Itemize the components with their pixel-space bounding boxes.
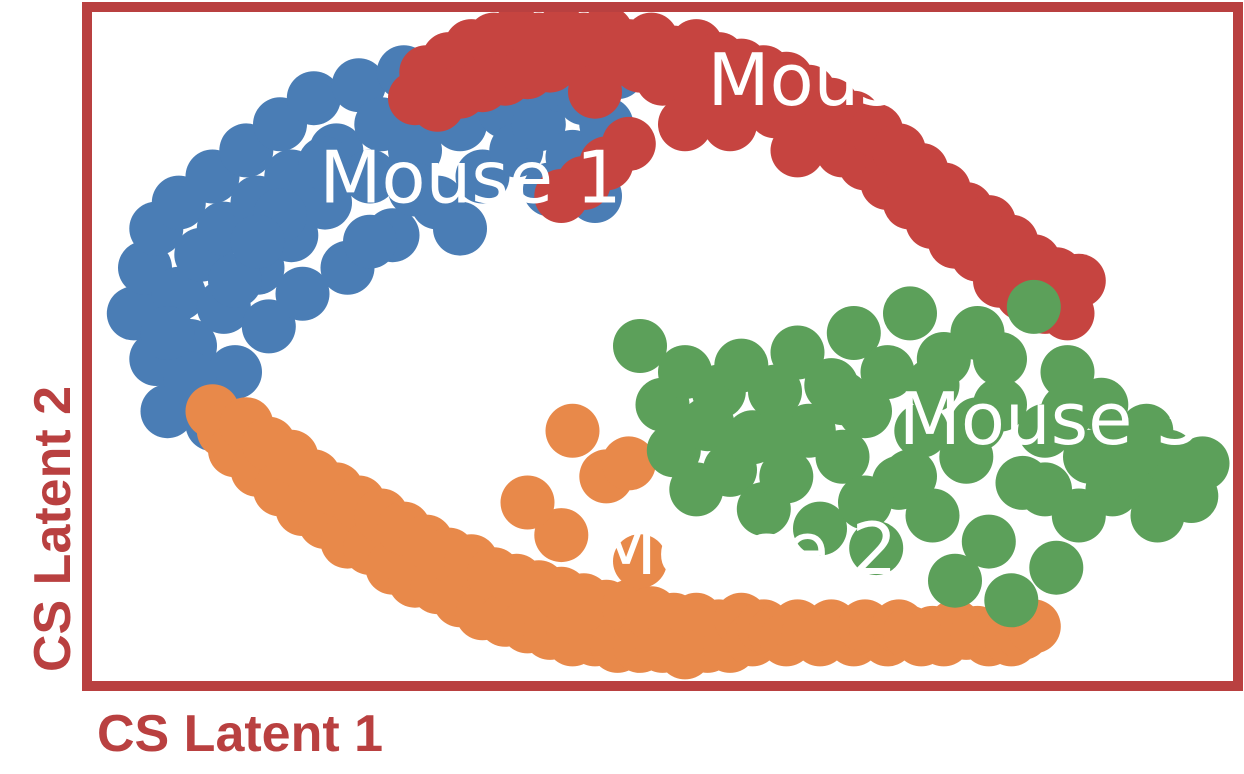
y-axis-label: CS Latent 2: [24, 386, 82, 672]
point-mouse-2: [534, 508, 589, 563]
point-mouse-4: [658, 97, 712, 152]
point-mouse-1: [343, 149, 397, 204]
point-mouse-3: [1018, 462, 1072, 517]
series-mouse-4: [388, 6, 1106, 341]
point-mouse-3: [826, 306, 881, 360]
point-mouse-3: [928, 553, 982, 608]
point-mouse-1: [208, 253, 262, 308]
point-mouse-3: [984, 573, 1039, 628]
point-mouse-3: [1175, 436, 1230, 491]
point-mouse-1: [298, 136, 352, 191]
point-mouse-1: [331, 58, 386, 113]
plot-frame: [82, 2, 1243, 691]
point-mouse-3: [815, 371, 870, 426]
point-mouse-1: [298, 175, 352, 230]
point-mouse-3: [613, 319, 667, 373]
series-mouse-3: [613, 279, 1230, 628]
label-mouse-1: Mouse 1: [319, 136, 621, 220]
label-mouse-3: Mouse 3: [899, 377, 1201, 461]
point-mouse-3: [1029, 540, 1084, 595]
point-mouse-1: [208, 345, 262, 400]
point-mouse-3: [1006, 279, 1061, 334]
point-mouse-3: [961, 514, 1016, 569]
point-mouse-3: [905, 358, 960, 413]
point-mouse-3: [748, 410, 802, 465]
point-mouse-3: [905, 488, 960, 543]
point-mouse-2: [601, 436, 656, 491]
point-mouse-3: [815, 429, 870, 484]
point-mouse-3: [950, 397, 1005, 452]
point-mouse-4: [601, 116, 656, 171]
point-mouse-3: [860, 345, 915, 400]
point-mouse-3: [1108, 423, 1162, 478]
point-mouse-1: [511, 97, 566, 152]
point-mouse-1: [388, 162, 442, 217]
point-mouse-3: [849, 521, 904, 576]
point-mouse-1: [230, 214, 285, 269]
point-mouse-1: [241, 299, 296, 354]
point-mouse-1: [388, 123, 442, 178]
point-mouse-4: [568, 64, 622, 119]
point-mouse-1: [343, 214, 397, 269]
point-mouse-3: [793, 501, 847, 556]
point-mouse-3: [883, 449, 937, 504]
point-mouse-3: [894, 403, 949, 458]
label-mouse-2: Mouse 2: [595, 507, 897, 591]
point-mouse-4: [1051, 253, 1106, 308]
point-mouse-3: [770, 325, 825, 380]
point-mouse-1: [433, 201, 487, 256]
point-mouse-1: [140, 306, 195, 360]
point-mouse-2: [545, 403, 600, 458]
x-axis-label: CS Latent 1: [97, 705, 383, 763]
point-mouse-4: [703, 97, 757, 152]
point-mouse-3: [883, 286, 937, 341]
point-mouse-3: [1040, 384, 1095, 439]
point-mouse-3: [1040, 345, 1095, 400]
point-mouse-3: [973, 332, 1027, 386]
point-mouse-2: [613, 534, 667, 589]
point-mouse-4: [770, 123, 825, 178]
point-mouse-3: [748, 364, 802, 419]
points-layer: [106, 6, 1230, 680]
point-mouse-3: [838, 475, 892, 530]
point-mouse-2: [500, 475, 555, 530]
point-mouse-1: [275, 266, 330, 321]
point-mouse-4: [534, 169, 589, 223]
label-mouse-4: Mouse 4: [708, 38, 1010, 122]
point-mouse-1: [286, 71, 341, 126]
